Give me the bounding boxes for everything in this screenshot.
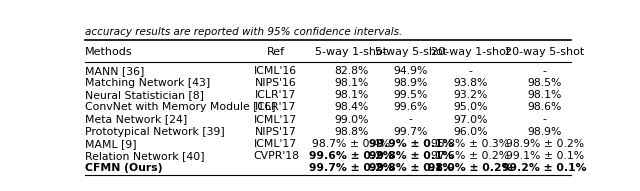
Text: ICML'17: ICML'17 [254,139,298,149]
Text: Meta Network [24]: Meta Network [24] [85,115,188,125]
Text: Ref: Ref [267,47,285,57]
Text: ICLR'17: ICLR'17 [255,102,296,112]
Text: 98.9%: 98.9% [527,127,562,137]
Text: accuracy results are reported with 95% confidence intervals.: accuracy results are reported with 95% c… [85,27,402,37]
Text: NIPS'16: NIPS'16 [255,78,297,88]
Text: 96.0%: 96.0% [453,127,488,137]
Text: 20-way 1-shot: 20-way 1-shot [431,47,510,57]
Text: 99.7% ± 0.2%: 99.7% ± 0.2% [309,163,394,173]
Text: MAML [9]: MAML [9] [85,139,136,149]
Text: 98.4%: 98.4% [334,102,369,112]
Text: ICML'16: ICML'16 [254,66,298,76]
Text: 99.7%: 99.7% [394,127,428,137]
Text: 95.8% ± 0.3%: 95.8% ± 0.3% [431,139,509,149]
Text: 95.0%: 95.0% [453,102,488,112]
Text: -: - [543,115,547,125]
Text: 98.1%: 98.1% [334,90,369,100]
Text: CVPR'18: CVPR'18 [253,151,299,161]
Text: Matching Network [43]: Matching Network [43] [85,78,210,88]
Text: -: - [543,66,547,76]
Text: Relation Network [40]: Relation Network [40] [85,151,205,161]
Text: 98.7% ± 0.4%: 98.7% ± 0.4% [312,139,390,149]
Text: 5-way 1-shot: 5-way 1-shot [316,47,387,57]
Text: 98.8%: 98.8% [334,127,369,137]
Text: -: - [409,115,413,125]
Text: 98.9%: 98.9% [394,78,428,88]
Text: ICLR'17: ICLR'17 [255,90,296,100]
Text: 99.9% ± 0.1%: 99.9% ± 0.1% [369,139,453,149]
Text: 98.0% ± 0.2%: 98.0% ± 0.2% [428,163,513,173]
Text: Neural Statistician [8]: Neural Statistician [8] [85,90,204,100]
Text: 97.6% ± 0.2%: 97.6% ± 0.2% [431,151,509,161]
Text: NIPS'17: NIPS'17 [255,127,297,137]
Text: 98.9% ± 0.2%: 98.9% ± 0.2% [506,139,584,149]
Text: 97.0%: 97.0% [453,115,488,125]
Text: 93.8%: 93.8% [453,78,488,88]
Text: 99.0%: 99.0% [334,115,369,125]
Text: 98.1%: 98.1% [527,90,562,100]
Text: Prototypical Network [39]: Prototypical Network [39] [85,127,225,137]
Text: 99.8% ± 0.1%: 99.8% ± 0.1% [369,163,453,173]
Text: Methods: Methods [85,47,132,57]
Text: 20-way 5-shot: 20-way 5-shot [505,47,584,57]
Text: 82.8%: 82.8% [334,66,369,76]
Text: 99.1% ± 0.1%: 99.1% ± 0.1% [506,151,584,161]
Text: -: - [468,66,472,76]
Text: ICML'17: ICML'17 [254,115,298,125]
Text: 98.1%: 98.1% [334,78,369,88]
Text: MANN [36]: MANN [36] [85,66,145,76]
Text: 98.5%: 98.5% [527,78,562,88]
Text: 93.2%: 93.2% [453,90,488,100]
Text: 99.6%: 99.6% [394,102,428,112]
Text: ConvNet with Memory Module [16]: ConvNet with Memory Module [16] [85,102,276,112]
Text: 99.2% ± 0.1%: 99.2% ± 0.1% [502,163,587,173]
Text: 94.9%: 94.9% [394,66,428,76]
Text: CFMN (Ours): CFMN (Ours) [85,163,163,173]
Text: 98.6%: 98.6% [527,102,562,112]
Text: 5-way 5-shot: 5-way 5-shot [375,47,447,57]
Text: 99.5%: 99.5% [394,90,428,100]
Text: 99.8% ± 0.1%: 99.8% ± 0.1% [369,151,453,161]
Text: 99.6% ± 0.2%: 99.6% ± 0.2% [309,151,394,161]
